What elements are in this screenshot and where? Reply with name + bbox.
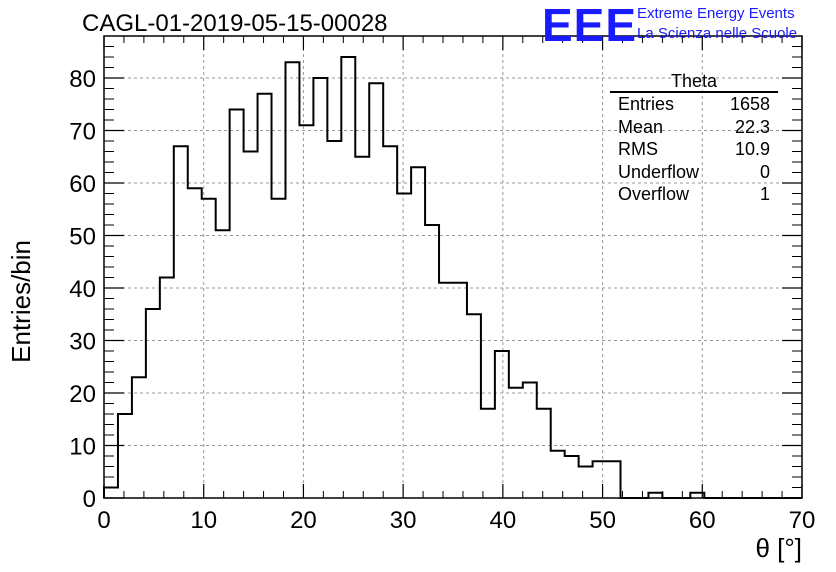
stats-value: 1 xyxy=(759,184,770,204)
stats-label: Mean xyxy=(618,116,664,137)
stats-title: Theta xyxy=(610,72,778,93)
stats-box: Theta Entries 1658 Mean 22.3 RMS 10.9 Un… xyxy=(610,72,778,206)
stats-row-mean: Mean 22.3 xyxy=(610,116,778,139)
stats-value: 1658 xyxy=(729,94,770,114)
stats-value: 10.9 xyxy=(734,139,770,159)
stats-label: Entries xyxy=(618,94,675,114)
y-axis-label: Entries/bin xyxy=(6,240,36,363)
x-tick-label: 50 xyxy=(589,507,616,534)
stats-value: 22.3 xyxy=(734,116,770,137)
x-tick-label: 20 xyxy=(290,507,317,534)
x-tick-label: 70 xyxy=(789,507,816,534)
x-tick-label: 10 xyxy=(190,507,217,534)
plot-frame xyxy=(103,35,803,499)
chart-title: CAGL-01-2019-05-15-00028 xyxy=(82,10,388,37)
stats-value: 0 xyxy=(759,161,770,182)
x-tick-label: 0 xyxy=(97,507,110,534)
y-tick-label: 80 xyxy=(69,66,96,93)
x-tick-label: 60 xyxy=(689,507,716,534)
logo-line-2: La Scienza nelle Scuole xyxy=(637,25,798,42)
x-axis-label: θ [°] xyxy=(755,533,802,563)
stats-label: Underflow xyxy=(618,161,700,182)
axis-ticks xyxy=(103,35,803,499)
grid-lines xyxy=(104,36,802,498)
y-tick-label: 70 xyxy=(69,119,96,146)
stats-label: Overflow xyxy=(618,184,690,204)
stats-row-overflow: Overflow 1 xyxy=(610,183,778,206)
x-tick-label: 40 xyxy=(490,507,517,534)
y-tick-label: 20 xyxy=(69,381,96,408)
stats-row-entries: Entries 1658 xyxy=(610,93,778,116)
eee-logo: EEE xyxy=(542,0,638,51)
y-tick-label: 30 xyxy=(69,329,96,356)
y-tick-label: 50 xyxy=(69,224,96,251)
stats-row-underflow: Underflow 0 xyxy=(610,161,778,184)
logo-line-1: Extreme Energy Events xyxy=(637,5,795,22)
y-tick-label: 10 xyxy=(69,434,96,461)
stats-label: RMS xyxy=(618,139,658,159)
y-tick-label: 0 xyxy=(83,486,96,513)
y-tick-label: 60 xyxy=(69,171,96,198)
x-tick-label: 30 xyxy=(390,507,417,534)
y-tick-label: 40 xyxy=(69,276,96,303)
stats-row-rms: RMS 10.9 xyxy=(610,138,778,161)
